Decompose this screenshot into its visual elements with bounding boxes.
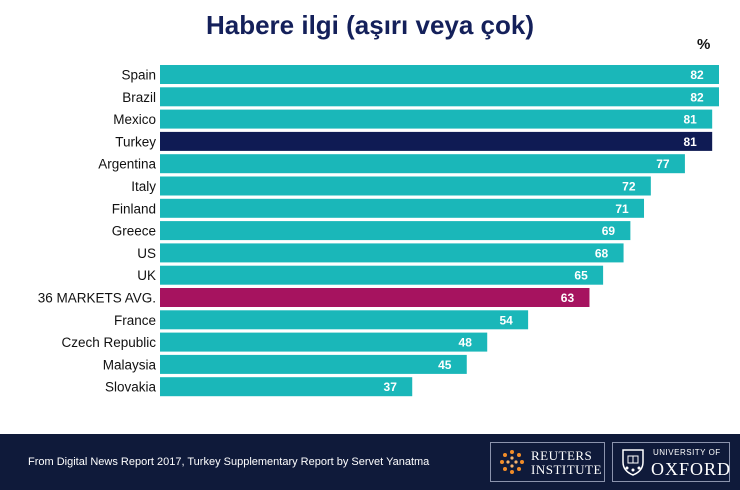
- bar: [160, 154, 685, 174]
- bar: [160, 265, 604, 285]
- reuters-line1: REUTERS: [531, 448, 593, 463]
- category-label: Slovakia: [105, 380, 157, 395]
- bar: [160, 377, 413, 397]
- category-label: 36 MARKETS AVG.: [38, 291, 156, 306]
- category-label: Turkey: [115, 134, 156, 149]
- data-label: 81: [684, 113, 698, 127]
- data-label: 48: [459, 336, 473, 350]
- bar: [160, 176, 651, 196]
- bar: [160, 310, 529, 330]
- oxford-crest-icon: [622, 449, 644, 476]
- bar-chart: Spain 82 Brazil 82 Mexico 81 Turkey 81 Argentina…: [38, 65, 719, 397]
- university-of-oxford-logo: UNIVERSITY OF OXFORD: [612, 442, 730, 482]
- data-label: 45: [438, 358, 452, 372]
- data-label: 54: [499, 313, 513, 327]
- category-label: Argentina: [98, 157, 156, 172]
- category-label: Finland: [112, 201, 156, 216]
- category-label: France: [114, 313, 156, 328]
- category-label: Spain: [121, 68, 156, 83]
- data-label: 77: [656, 157, 670, 171]
- data-label: 71: [615, 202, 629, 216]
- category-label: UK: [137, 268, 156, 283]
- data-label: 82: [690, 68, 704, 82]
- bar: [160, 65, 719, 84]
- reuters-wordmark: REUTERS INSTITUTE: [531, 449, 602, 477]
- reuters-institute-logo: REUTERS INSTITUTE: [490, 442, 605, 482]
- footer: From Digital News Report 2017, Turkey Su…: [0, 434, 740, 490]
- oxford-big-text: OXFORD: [651, 459, 732, 479]
- data-label: 81: [684, 135, 698, 149]
- bar: [160, 221, 631, 241]
- unit-label: %: [697, 36, 711, 53]
- category-label: Greece: [112, 224, 156, 239]
- category-label: US: [137, 246, 156, 261]
- bar: [160, 243, 624, 263]
- chart-title: Habere ilgi (aşırı veya çok): [205, 10, 535, 40]
- category-label: Brazil: [122, 90, 156, 105]
- data-label: 69: [602, 224, 616, 238]
- category-label: Italy: [131, 179, 156, 194]
- data-label: 37: [384, 380, 398, 394]
- category-label: Mexico: [113, 112, 156, 127]
- bar: [160, 131, 713, 151]
- bar: [160, 109, 713, 129]
- bar: [160, 87, 719, 107]
- data-label: 65: [574, 269, 588, 283]
- bar: [160, 354, 467, 374]
- category-label: Czech Republic: [61, 335, 156, 350]
- data-label: 82: [690, 90, 704, 104]
- data-label: 68: [595, 246, 609, 260]
- oxford-small-text: UNIVERSITY OF: [653, 448, 721, 457]
- bar: [160, 198, 645, 218]
- reuters-line2: INSTITUTE: [531, 462, 602, 477]
- data-label: 63: [561, 291, 575, 305]
- reuters-dots-icon: [500, 450, 524, 474]
- data-label: 72: [622, 180, 636, 194]
- bar: [160, 332, 488, 352]
- source-note: From Digital News Report 2017, Turkey Su…: [28, 456, 430, 468]
- bar: [160, 288, 590, 307]
- category-label: Malaysia: [103, 357, 157, 372]
